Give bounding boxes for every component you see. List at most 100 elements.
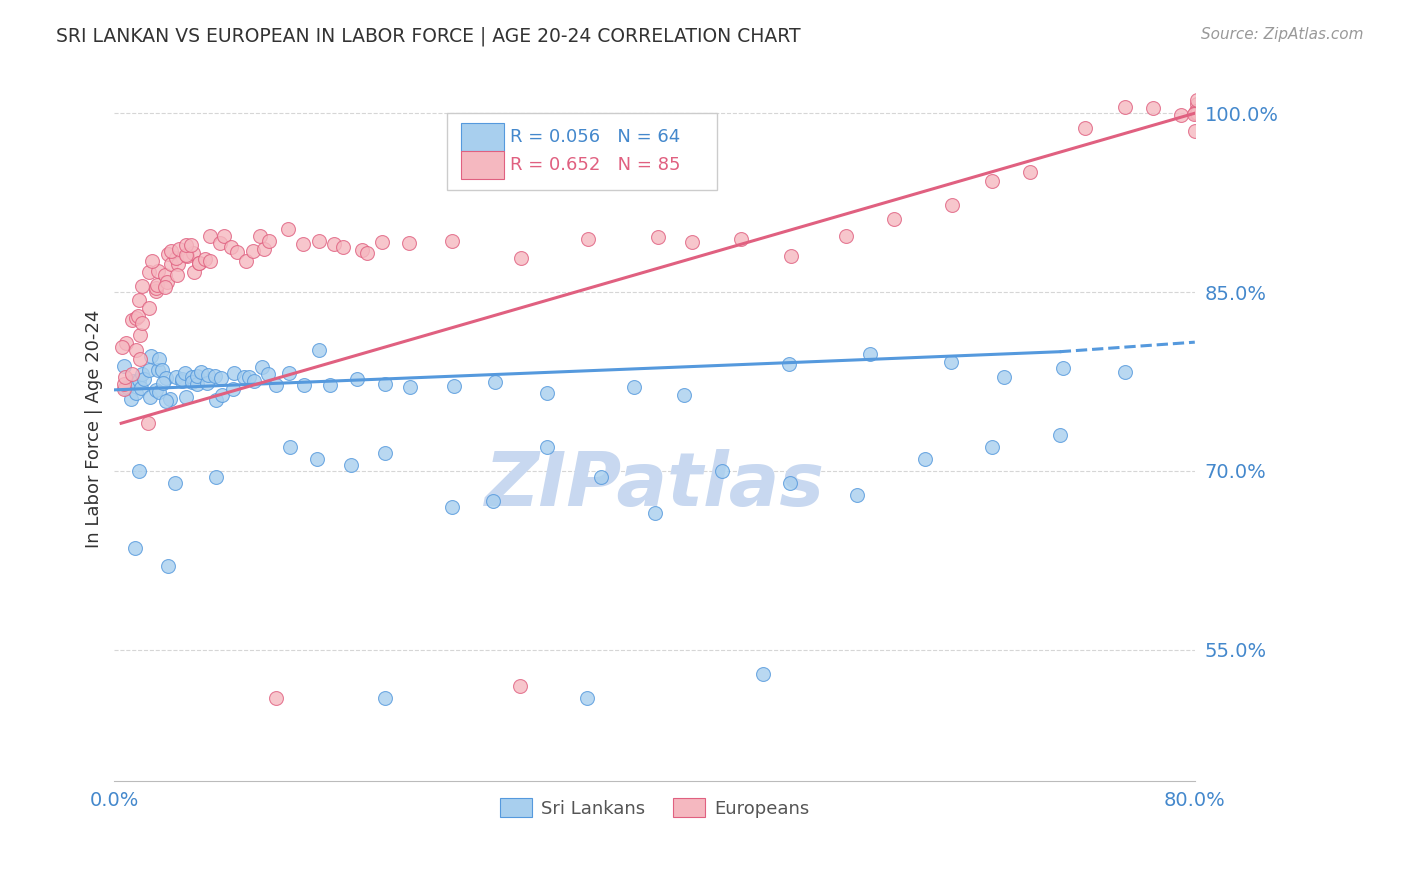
Point bbox=[292, 377, 315, 392]
Text: R = 0.652   N = 85: R = 0.652 N = 85 bbox=[510, 156, 681, 174]
Point bbox=[138, 390, 160, 404]
Point bbox=[125, 386, 148, 401]
Point bbox=[257, 234, 280, 248]
Point bbox=[176, 249, 198, 263]
Point bbox=[165, 370, 187, 384]
Point bbox=[510, 251, 533, 265]
Point bbox=[160, 244, 183, 258]
Point bbox=[155, 370, 177, 384]
Point bbox=[509, 679, 531, 693]
Point bbox=[1142, 101, 1164, 115]
Y-axis label: In Labor Force | Age 20-24: In Labor Force | Age 20-24 bbox=[86, 310, 103, 549]
Point bbox=[1114, 100, 1136, 114]
Point bbox=[242, 374, 264, 388]
Point bbox=[256, 367, 278, 381]
Point bbox=[219, 240, 242, 254]
Point bbox=[589, 470, 612, 484]
Point bbox=[145, 384, 167, 398]
Point bbox=[114, 370, 136, 384]
Point bbox=[194, 252, 217, 267]
Point bbox=[399, 380, 422, 394]
FancyBboxPatch shape bbox=[461, 123, 505, 152]
Point bbox=[145, 281, 167, 295]
Point bbox=[131, 279, 153, 293]
Point bbox=[197, 368, 219, 382]
Point bbox=[373, 690, 395, 705]
Point bbox=[195, 376, 218, 390]
Point bbox=[1052, 361, 1074, 376]
Point bbox=[443, 379, 465, 393]
Point bbox=[190, 365, 212, 379]
Point bbox=[131, 316, 153, 330]
Point bbox=[167, 257, 190, 271]
Point bbox=[188, 256, 211, 270]
Point bbox=[160, 257, 183, 271]
Point bbox=[1185, 104, 1208, 119]
Point bbox=[673, 388, 696, 402]
Point bbox=[128, 464, 150, 478]
Point bbox=[166, 268, 188, 283]
Point bbox=[242, 244, 264, 258]
Point bbox=[779, 475, 801, 490]
Point bbox=[150, 362, 173, 376]
Point bbox=[981, 440, 1004, 454]
Point bbox=[127, 309, 149, 323]
Point bbox=[165, 251, 187, 265]
Point bbox=[332, 240, 354, 254]
Point bbox=[346, 371, 368, 385]
Point bbox=[174, 248, 197, 262]
Point bbox=[146, 362, 169, 376]
Point bbox=[253, 242, 276, 256]
Point bbox=[305, 452, 328, 467]
Text: SRI LANKAN VS EUROPEAN IN LABOR FORCE | AGE 20-24 CORRELATION CHART: SRI LANKAN VS EUROPEAN IN LABOR FORCE | … bbox=[56, 27, 801, 46]
Point bbox=[174, 237, 197, 252]
Point bbox=[198, 254, 221, 268]
Point bbox=[131, 367, 153, 381]
Point bbox=[152, 376, 174, 391]
Point bbox=[180, 237, 202, 252]
Point bbox=[138, 265, 160, 279]
Point bbox=[233, 370, 256, 384]
Point bbox=[481, 493, 503, 508]
Point bbox=[778, 357, 800, 371]
Point bbox=[159, 392, 181, 407]
Point bbox=[181, 246, 204, 260]
Point bbox=[308, 234, 330, 248]
Point bbox=[172, 372, 194, 386]
Point bbox=[914, 452, 936, 467]
Point bbox=[145, 284, 167, 298]
Point bbox=[644, 506, 666, 520]
Point bbox=[1114, 365, 1136, 379]
Point bbox=[980, 174, 1002, 188]
Point bbox=[536, 386, 558, 401]
Point bbox=[939, 355, 962, 369]
Point bbox=[883, 212, 905, 227]
Point bbox=[212, 229, 235, 244]
Point bbox=[112, 377, 135, 392]
Point bbox=[120, 392, 142, 406]
Point bbox=[222, 367, 245, 381]
Point bbox=[136, 417, 159, 431]
Point bbox=[846, 488, 869, 502]
Point bbox=[1049, 428, 1071, 442]
Point bbox=[319, 378, 342, 392]
Point bbox=[204, 369, 226, 384]
Point bbox=[115, 336, 138, 351]
Point bbox=[153, 280, 176, 294]
Point bbox=[441, 500, 464, 514]
Legend: Sri Lankans, Europeans: Sri Lankans, Europeans bbox=[492, 791, 817, 825]
Point bbox=[170, 375, 193, 389]
Point bbox=[176, 390, 198, 404]
Point bbox=[278, 440, 301, 454]
Point bbox=[371, 235, 394, 249]
Point bbox=[129, 352, 152, 367]
Point bbox=[121, 375, 143, 389]
Point bbox=[155, 393, 177, 408]
Point bbox=[576, 232, 599, 246]
Point bbox=[1185, 105, 1208, 120]
Point bbox=[711, 464, 734, 478]
Point bbox=[681, 235, 703, 250]
Point bbox=[264, 378, 287, 392]
Point bbox=[277, 222, 299, 236]
Point bbox=[235, 254, 257, 268]
